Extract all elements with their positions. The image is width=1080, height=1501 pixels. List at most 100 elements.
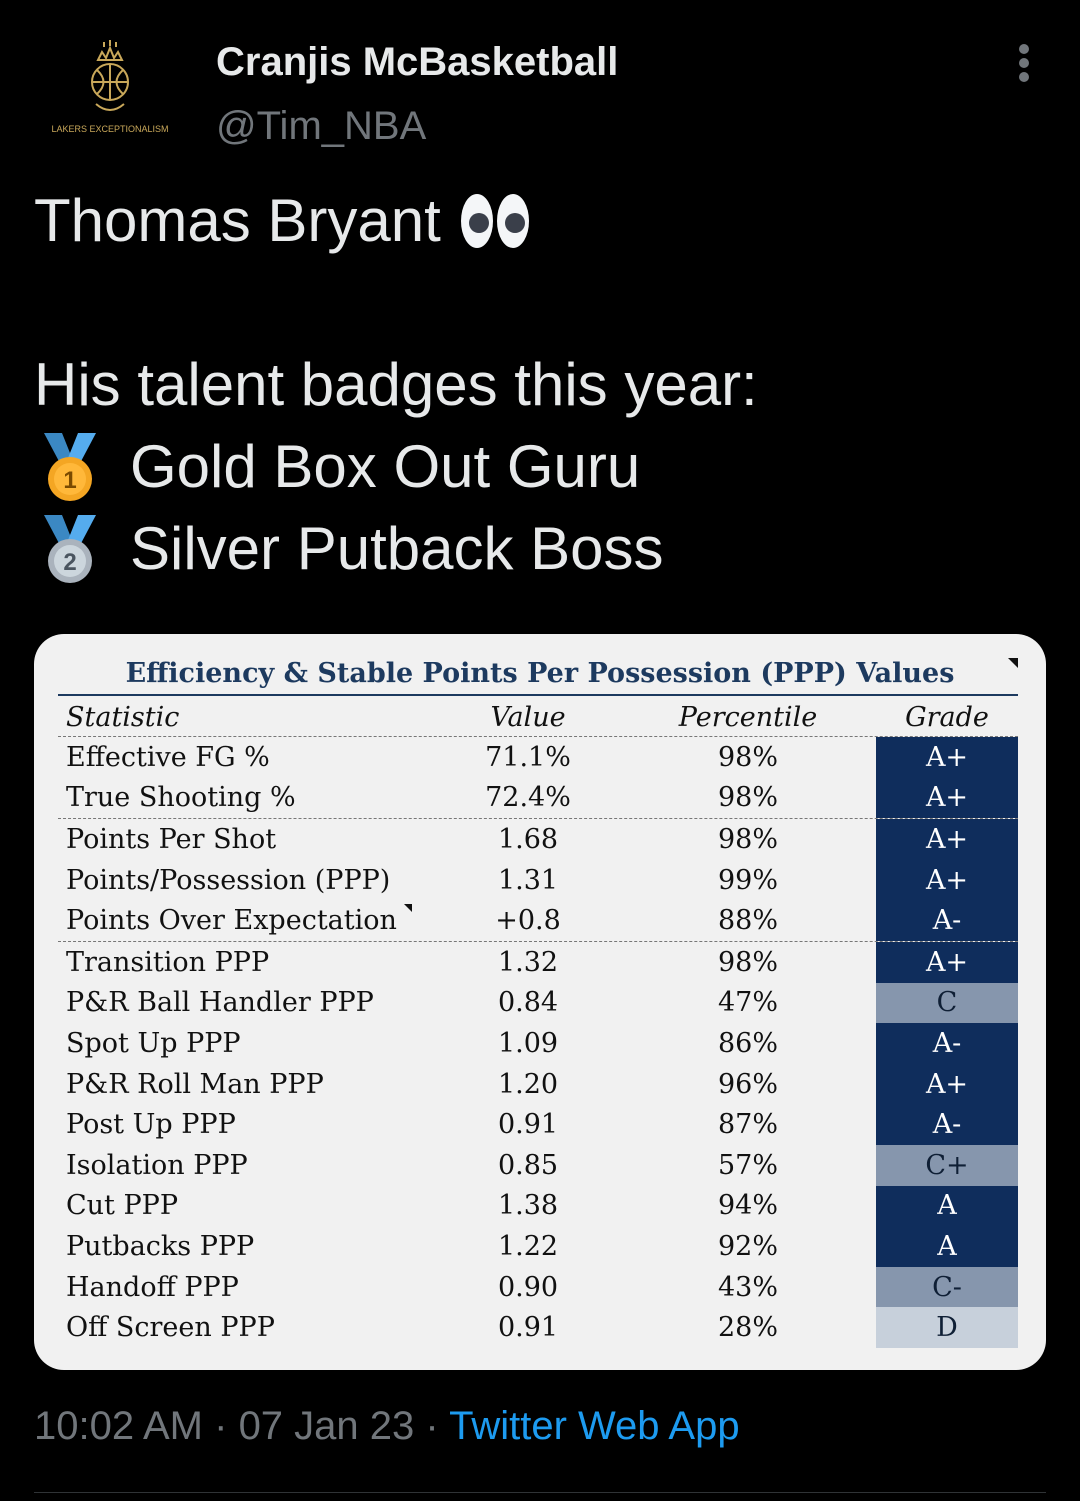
- grade-badge: D: [876, 1307, 1018, 1348]
- grade-badge: A+: [876, 737, 1018, 778]
- stat-percentile: 98%: [717, 782, 778, 814]
- divider: [34, 1492, 1046, 1493]
- table-row: Handoff PPP 0.90 43% C-: [58, 1266, 1018, 1308]
- lakers-exceptionalism-logo: LAKERS EXCEPTIONALISM: [51, 40, 169, 134]
- table-row: Points Over Expectation +0.8 88% A-: [58, 900, 1018, 942]
- badge-gold: 1 Gold Box Out Guru: [34, 426, 758, 508]
- stats-table: Statistic Value Percentile Grade Effecti…: [58, 698, 1018, 1348]
- table-row: Post Up PPP 0.91 87% A-: [58, 1104, 1018, 1145]
- stat-name: P&R Roll Man PPP: [66, 1068, 324, 1100]
- header-percentile: Percentile: [678, 701, 818, 733]
- stat-name: Effective FG %: [66, 741, 270, 773]
- gold-medal-icon: 1: [44, 433, 96, 501]
- stat-percentile: 28%: [717, 1312, 778, 1344]
- stat-name: Cut PPP: [66, 1190, 178, 1222]
- grade-badge: A+: [876, 819, 1018, 860]
- stat-percentile: 96%: [717, 1068, 778, 1100]
- tweet-body: Thomas Bryant His talent badges this yea…: [34, 180, 758, 590]
- avatar[interactable]: LAKERS EXCEPTIONALISM: [40, 30, 180, 150]
- stat-percentile: 98%: [717, 741, 778, 773]
- footnote-mark: [404, 904, 412, 913]
- table-title: Efficiency & Stable Points Per Possessio…: [125, 658, 955, 689]
- meta-separator: ·: [414, 1404, 450, 1448]
- badge-silver: 2 Silver Putback Boss: [34, 508, 758, 590]
- table-row: Cut PPP 1.38 94% A: [58, 1185, 1018, 1227]
- tweet-meta: 10:02 AM · 07 Jan 23 · Twitter Web App: [34, 1404, 740, 1449]
- stat-name: Off Screen PPP: [66, 1312, 275, 1344]
- table-row: Points/Possession (PPP) 1.31 99% A+: [58, 859, 1018, 901]
- stat-value: 0.91: [497, 1109, 559, 1141]
- stat-percentile: 86%: [717, 1027, 778, 1059]
- table-body: Effective FG % 71.1% 98% A+ True Shooting % 7…: [58, 737, 1018, 1348]
- stat-percentile: 47%: [717, 987, 778, 1019]
- stat-name: Points Over Expectation: [66, 905, 397, 937]
- grade-badge: A+: [876, 777, 1018, 819]
- stat-percentile: 43%: [717, 1271, 778, 1303]
- stat-percentile: 57%: [717, 1149, 778, 1181]
- tweet-subject: Thomas Bryant: [34, 187, 441, 254]
- stat-value: 72.4%: [485, 782, 571, 814]
- corner-mark: [1008, 658, 1018, 668]
- stat-percentile: 87%: [717, 1109, 778, 1141]
- stat-name: Transition PPP: [66, 946, 270, 978]
- attached-image[interactable]: Efficiency & Stable Points Per Possessio…: [34, 634, 1046, 1370]
- table-row: Effective FG % 71.1% 98% A+: [58, 737, 1018, 778]
- stat-value: 1.20: [497, 1068, 559, 1100]
- silver-medal-icon: 2: [44, 515, 96, 583]
- grade-badge: A-: [876, 1104, 1018, 1145]
- svg-text:1: 1: [63, 467, 76, 494]
- tweet-date[interactable]: 07 Jan 23: [238, 1404, 415, 1448]
- table-header-row: Statistic Value Percentile Grade: [58, 698, 1018, 737]
- table-row: Points Per Shot 1.68 98% A+: [58, 819, 1018, 860]
- grade-badge: A+: [876, 941, 1018, 983]
- stat-name: Post Up PPP: [66, 1109, 236, 1141]
- badge-gold-label: Gold Box Out Guru: [130, 433, 641, 500]
- grade-badge: A: [876, 1226, 1018, 1267]
- header-value: Value: [490, 701, 566, 733]
- more-options-icon[interactable]: [1006, 40, 1042, 88]
- table-row: P&R Ball Handler PPP 0.84 47% C: [58, 982, 1018, 1024]
- stat-percentile: 98%: [717, 823, 778, 855]
- avatar-caption: LAKERS EXCEPTIONALISM: [51, 124, 168, 134]
- stat-value: 1.22: [497, 1230, 559, 1262]
- table-row: Putbacks PPP 1.22 92% A: [58, 1226, 1018, 1267]
- stat-value: 1.32: [497, 946, 559, 978]
- grade-badge: C: [876, 982, 1018, 1024]
- table-row: Transition PPP 1.32 98% A+: [58, 941, 1018, 983]
- stat-name: Points/Possession (PPP): [66, 864, 391, 896]
- grade-badge: A: [876, 1185, 1018, 1227]
- header-grade: Grade: [905, 701, 989, 733]
- stat-value: 1.31: [497, 864, 559, 896]
- author-handle[interactable]: @Tim_NBA: [216, 104, 427, 148]
- grade-badge: A-: [876, 1023, 1018, 1064]
- stat-value: 0.91: [497, 1312, 559, 1344]
- tweet-line-badges-heading: His talent badges this year:: [34, 351, 758, 418]
- header-statistic: Statistic: [66, 701, 180, 733]
- stat-name: P&R Ball Handler PPP: [66, 987, 374, 1019]
- grade-badge: C-: [876, 1266, 1018, 1308]
- grade-badge: C+: [876, 1144, 1018, 1186]
- stat-value: 1.68: [497, 823, 559, 855]
- svg-text:2: 2: [63, 549, 76, 576]
- grade-badge: A+: [876, 1063, 1018, 1105]
- stat-value: 1.09: [497, 1027, 559, 1059]
- tweet-time[interactable]: 10:02 AM: [34, 1404, 204, 1448]
- author-display-name[interactable]: Cranjis McBasketball: [216, 40, 619, 84]
- table-row: Off Screen PPP 0.91 28% D: [58, 1307, 1018, 1348]
- stat-value: 0.85: [497, 1149, 559, 1181]
- grade-badge: A+: [876, 859, 1018, 901]
- stat-percentile: 98%: [717, 946, 778, 978]
- tweet-line-name: Thomas Bryant: [34, 180, 758, 262]
- stat-percentile: 99%: [717, 864, 778, 896]
- stat-percentile: 88%: [717, 905, 778, 937]
- meta-separator: ·: [203, 1404, 239, 1448]
- stat-name: Points Per Shot: [66, 823, 277, 855]
- stat-name: True Shooting %: [66, 782, 296, 814]
- badge-silver-label: Silver Putback Boss: [130, 515, 664, 582]
- table-row: True Shooting % 72.4% 98% A+: [58, 777, 1018, 820]
- tweet-source-link[interactable]: Twitter Web App: [449, 1404, 740, 1448]
- stat-value: 0.84: [497, 987, 559, 1019]
- stat-name: Spot Up PPP: [66, 1027, 241, 1059]
- stat-value: 0.90: [497, 1271, 559, 1303]
- table-row: Spot Up PPP 1.09 86% A-: [58, 1023, 1018, 1064]
